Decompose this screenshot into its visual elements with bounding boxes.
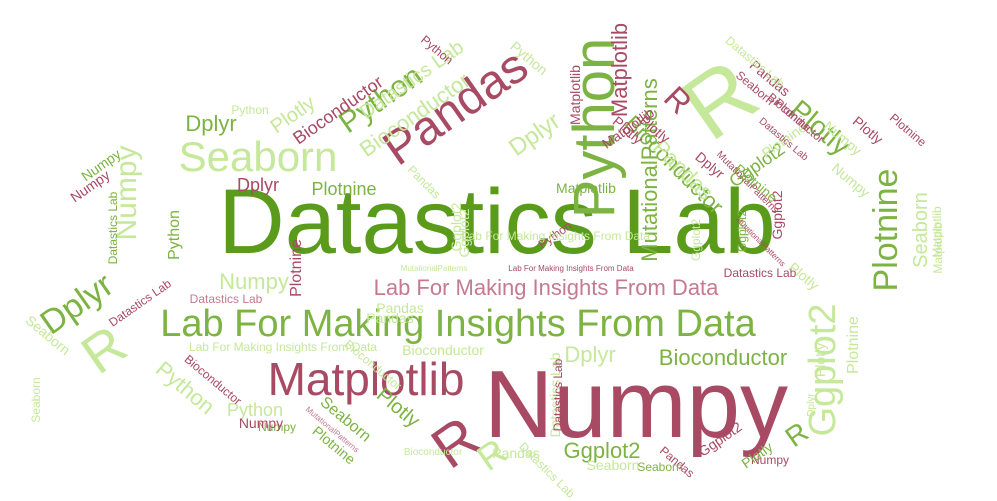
word: Pandas xyxy=(366,310,414,326)
word: Seaborn xyxy=(29,377,43,423)
word: R xyxy=(70,314,138,386)
word: Pandas xyxy=(376,300,424,316)
word: Plotnine xyxy=(311,179,377,199)
word: Lab For Making Insights From Data xyxy=(508,264,634,273)
word: Lab For Making Insights From Data xyxy=(461,229,651,243)
word: Python xyxy=(231,103,269,117)
word: Dplyr xyxy=(504,107,566,162)
word: Bioconductor xyxy=(403,447,463,458)
word: Datastics Lab xyxy=(218,171,776,273)
word: Datastics Lab xyxy=(551,358,565,432)
word: Matplotlib xyxy=(931,222,945,274)
word: Numpy xyxy=(219,269,289,294)
word: Ggplot2 xyxy=(689,218,703,262)
word: MutationalPatterns xyxy=(400,264,468,273)
word: Python xyxy=(226,400,284,420)
word: Datastics Lab xyxy=(106,191,120,265)
word: Matplotlib xyxy=(567,65,583,125)
word: Dplyr xyxy=(185,111,237,136)
word: Numpy xyxy=(238,415,284,431)
word: Seaborn xyxy=(586,457,640,473)
word: Datastics Lab xyxy=(723,266,797,280)
word: Plotly xyxy=(785,258,823,294)
word: Ggplot2 xyxy=(735,209,749,253)
word: Ggplot2 xyxy=(456,208,472,258)
word: Bioconductor xyxy=(402,342,484,358)
word: Bioconductor xyxy=(658,345,788,370)
word: Matplotlib xyxy=(556,180,616,196)
word: Ggplot2 xyxy=(563,438,641,463)
word: Lab For Making Insights From Data xyxy=(160,303,756,345)
word: Plotnine xyxy=(867,168,905,292)
word: Plotnine xyxy=(886,110,930,150)
word: Python xyxy=(166,210,183,260)
word: Dplyr xyxy=(236,175,280,195)
word: Plotnine xyxy=(288,239,305,297)
word: Seaborn xyxy=(910,192,932,268)
word: Numpy xyxy=(750,453,790,467)
word: Pandas xyxy=(492,445,540,461)
word: Plotly xyxy=(812,342,828,378)
word: Numpy xyxy=(483,351,789,458)
word: Dplyr xyxy=(806,393,817,417)
word: Seaborn xyxy=(178,133,338,180)
word: Numpy xyxy=(257,420,297,434)
word: Datastics Lab xyxy=(189,292,263,306)
word: Lab For Making Insights From Data xyxy=(373,275,719,300)
word: Lab For Making Insights From Data xyxy=(188,340,378,354)
word: Seaborn xyxy=(637,460,683,474)
word: Matplotlib xyxy=(607,22,632,118)
word: Dplyr xyxy=(564,342,616,367)
word: Matplotlib xyxy=(267,353,465,405)
word: Plotnine xyxy=(845,316,862,374)
